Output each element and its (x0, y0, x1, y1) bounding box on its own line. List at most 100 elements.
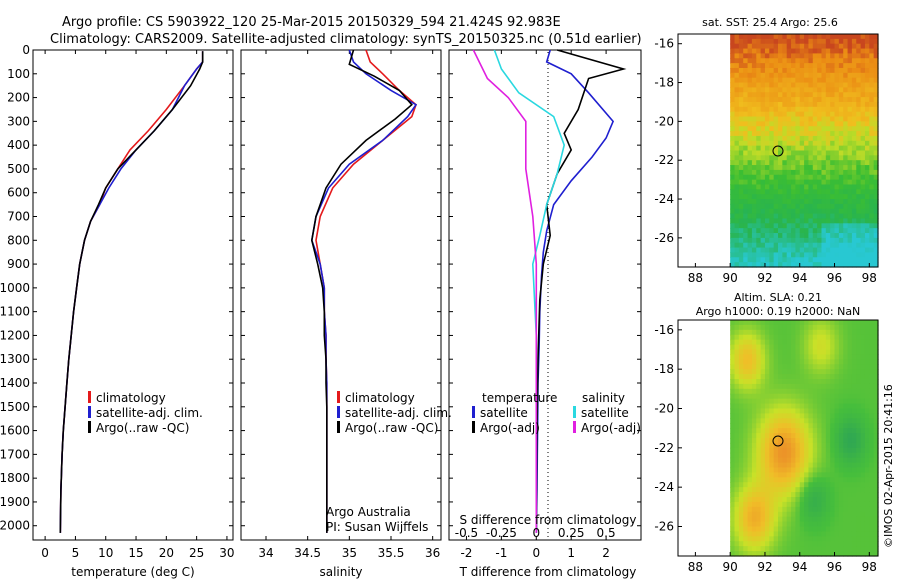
heatmap-cell (830, 67, 836, 74)
heatmap-cell (830, 413, 836, 419)
heatmap-cell (751, 428, 757, 434)
heatmap-cell (751, 140, 757, 147)
heatmap-cell (847, 213, 853, 220)
heatmap-cell (791, 393, 796, 400)
heatmap-cell (825, 82, 831, 88)
heatmap-cell (843, 34, 849, 40)
heatmap-cell (812, 521, 818, 528)
heatmap-cell (873, 393, 879, 400)
heatmap-cell (812, 344, 818, 351)
heatmap-cell (804, 388, 810, 395)
heatmap-cell (843, 155, 849, 161)
heatmap-cell (730, 257, 736, 263)
heatmap-cell (760, 344, 766, 351)
heatmap-cell (860, 92, 866, 98)
heatmap-cell (847, 349, 853, 356)
heatmap-cell (799, 339, 805, 346)
heatmap-cell (838, 516, 844, 523)
heatmap-cell (843, 97, 849, 103)
heatmap-cell (778, 344, 783, 351)
map-x-tick-label: 94 (792, 560, 807, 574)
heatmap-cell (856, 541, 862, 547)
heatmap-cell (760, 179, 766, 186)
heatmap-cell (817, 428, 823, 434)
heatmap-cell (730, 329, 736, 336)
heatmap-cell (864, 526, 870, 533)
heatmap-cell (834, 354, 840, 360)
heatmap-cell (773, 339, 779, 346)
heatmap-cell (838, 487, 844, 493)
heatmap-cell (821, 324, 827, 331)
heatmap-cell (838, 233, 844, 239)
heatmap-cell (843, 237, 849, 244)
heatmap-cell (873, 97, 879, 103)
heatmap-cell (838, 506, 844, 513)
heatmap-cell (769, 199, 775, 205)
heatmap-cell (812, 169, 818, 176)
heatmap-cell (760, 403, 766, 410)
heatmap-cell (743, 433, 749, 439)
heatmap-cell (738, 67, 744, 74)
heatmap-cell (830, 179, 836, 186)
heatmap-cell (869, 546, 875, 552)
heatmap-cell (751, 155, 757, 161)
heatmap-cell (799, 364, 805, 370)
heatmap-cell (821, 359, 827, 365)
heatmap-cell (778, 38, 783, 45)
heatmap-cell (847, 339, 853, 346)
legend-label-t-argo: Argo(-adj) (480, 421, 540, 435)
heatmap-cell (730, 349, 736, 356)
heatmap-cell (730, 531, 736, 537)
heatmap-cell (873, 374, 879, 380)
heatmap-cell (834, 388, 840, 395)
heatmap-cell (873, 63, 879, 69)
heatmap-cell (760, 218, 766, 224)
heatmap-cell (743, 487, 749, 493)
heatmap-cell (830, 492, 836, 498)
heatmap-cell (847, 344, 853, 351)
heatmap-cell (782, 38, 788, 45)
heatmap-cell (834, 165, 840, 171)
heatmap-cell (817, 511, 823, 518)
heatmap-cell (860, 174, 866, 181)
heatmap-cell (743, 364, 749, 370)
heatmap-cell (869, 169, 875, 176)
heatmap-cell (751, 320, 757, 326)
heatmap-cell (834, 87, 840, 93)
heatmap-cell (838, 472, 844, 478)
heatmap-cell (843, 38, 849, 45)
heatmap-cell (860, 223, 866, 229)
heatmap-cell (769, 155, 775, 161)
heatmap-cell (782, 526, 788, 533)
heatmap-cell (808, 482, 814, 488)
heatmap-cell (756, 423, 762, 429)
heatmap-cell (873, 213, 879, 220)
heatmap-cell (869, 329, 875, 336)
heatmap-cell (804, 467, 810, 474)
heatmap-cell (825, 349, 831, 356)
heatmap-cell (756, 252, 762, 258)
heatmap-cell (791, 516, 796, 523)
heatmap-cell (751, 63, 757, 69)
heatmap-cell (773, 408, 779, 415)
heatmap-cell (843, 472, 849, 478)
sst-map-axes: 88 90 92 94 96 98-16-18-20-22-24-26 (654, 37, 877, 285)
heatmap-cell (778, 82, 783, 88)
heatmap-cell (795, 82, 801, 88)
heatmap-cell (860, 501, 866, 508)
heatmap-cell (821, 398, 827, 405)
heatmap-cell (791, 38, 796, 45)
heatmap-cell (864, 165, 870, 171)
heatmap-cell (799, 324, 805, 331)
heatmap-cell (773, 482, 779, 488)
heatmap-cell (751, 67, 757, 74)
heatmap-cell (838, 43, 844, 50)
heatmap-cell (825, 506, 831, 513)
heatmap-cell (791, 223, 796, 229)
heatmap-cell (730, 339, 736, 346)
heatmap-cell (873, 150, 879, 156)
heatmap-cell (856, 359, 862, 365)
heatmap-cell (730, 228, 736, 234)
heatmap-cell (799, 487, 805, 493)
heatmap-cell (821, 63, 827, 69)
